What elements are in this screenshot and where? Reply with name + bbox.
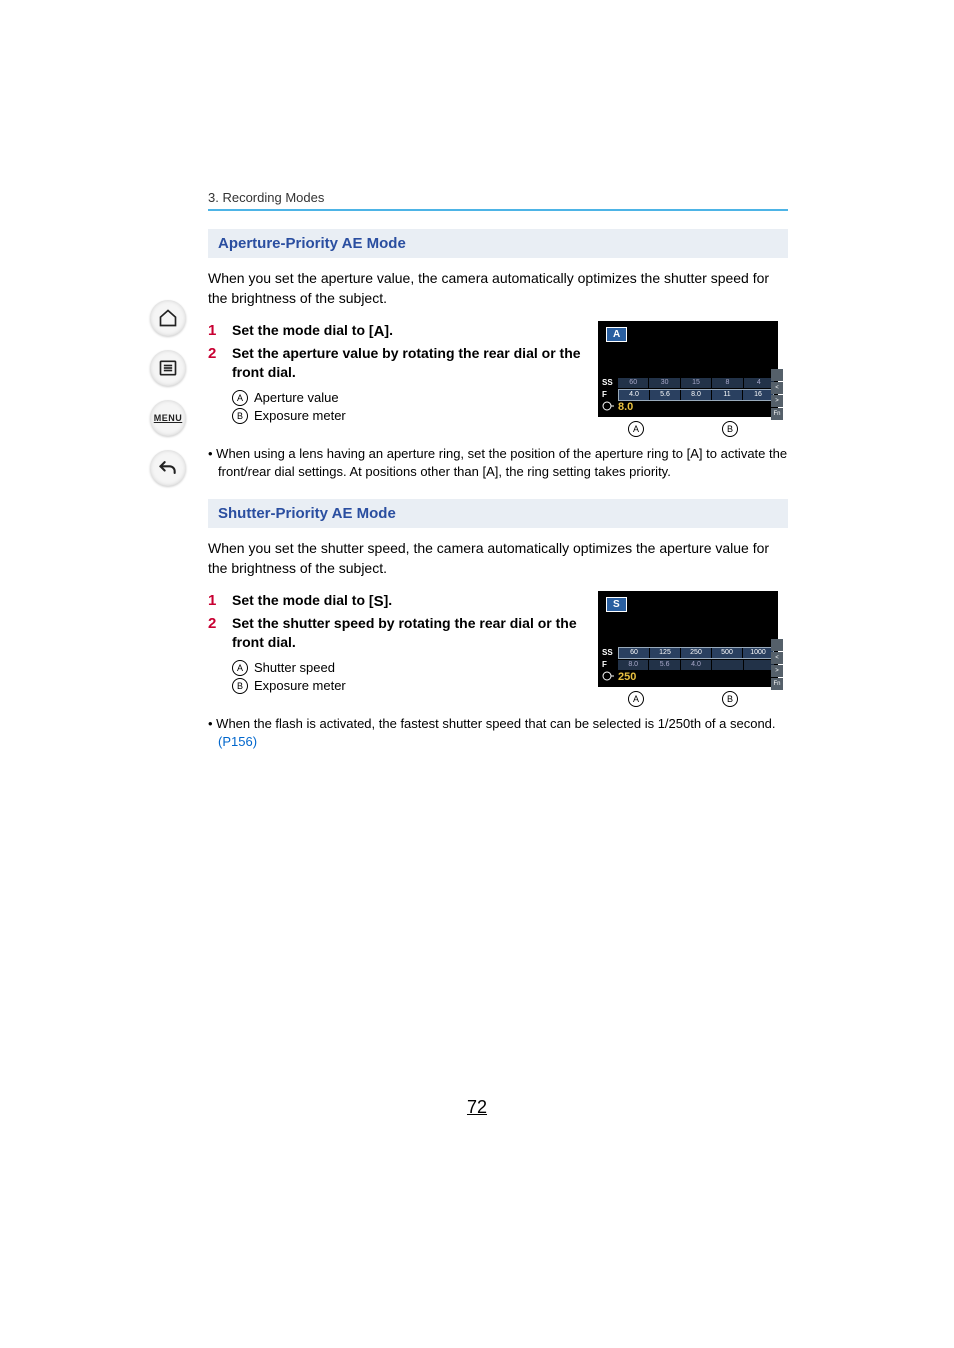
sub-a-text-s: Shutter speed <box>254 660 335 675</box>
f-cell <box>744 660 774 670</box>
right-tab <box>771 639 783 651</box>
right-tab: > <box>771 665 783 677</box>
right-tab: Fn <box>771 678 783 690</box>
callout-b-s: B <box>722 691 738 707</box>
section-title-aperture: Aperture-Priority AE Mode <box>208 229 788 258</box>
f-cell <box>712 660 742 670</box>
menu-icon[interactable]: MENU <box>150 400 186 436</box>
page-number[interactable]: 72 <box>0 1097 954 1118</box>
mode-letter-a: A <box>374 323 385 340</box>
right-tab: < <box>771 382 783 394</box>
sub-a-text: Aperture value <box>254 390 339 405</box>
shutter-note: When the flash is activated, the fastest… <box>208 715 788 751</box>
sidebar-nav: MENU <box>150 300 190 500</box>
callout-a-s: A <box>628 691 644 707</box>
aperture-step-1: Set the mode dial to [A]. <box>208 321 584 342</box>
shutter-figure: S < > Fn SS 60 125 250 <box>598 591 778 687</box>
ss-cell: 4 <box>744 378 774 388</box>
step1-pre-s: Set the mode dial to [ <box>232 592 374 608</box>
f-cell: 5.6 <box>650 390 680 400</box>
right-tab: > <box>771 395 783 407</box>
step1-post: ]. <box>384 322 393 338</box>
ss-cell: 1000 <box>743 648 773 658</box>
f-cell: 4.0 <box>681 660 711 670</box>
shutter-sub-b: B Exposure meter <box>232 678 584 694</box>
f-cell: 8.0 <box>618 660 648 670</box>
figure-callouts: A B <box>598 421 778 437</box>
shutter-note-link[interactable]: (P156) <box>218 734 257 749</box>
mode-letter-s: S <box>374 593 384 610</box>
shutter-step-1: Set the mode dial to [S]. <box>208 591 584 612</box>
circled-b-s: B <box>232 678 248 694</box>
shutter-sub-a: A Shutter speed <box>232 660 584 676</box>
ss-cell: 500 <box>712 648 742 658</box>
ss-cell: 8 <box>712 378 742 388</box>
aperture-step-2: Set the aperture value by rotating the r… <box>208 344 584 382</box>
shutter-step-2: Set the shutter speed by rotating the re… <box>208 614 584 652</box>
breadcrumb: 3. Recording Modes <box>208 190 788 211</box>
circled-b: B <box>232 408 248 424</box>
home-icon[interactable] <box>150 300 186 336</box>
right-tab: < <box>771 652 783 664</box>
f-cell: 4.0 <box>619 390 649 400</box>
f-cell: 16 <box>743 390 773 400</box>
mode-badge-s: S <box>606 597 627 612</box>
circled-a: A <box>232 390 248 406</box>
circled-a-s: A <box>232 660 248 676</box>
right-tabs-s: < > Fn <box>771 639 783 690</box>
shutter-note-text: When the flash is activated, the fastest… <box>216 716 775 731</box>
step1-post-s: ]. <box>384 592 393 608</box>
f-label-s: F <box>602 660 618 669</box>
back-icon[interactable] <box>150 450 186 486</box>
ss-cell: 250 <box>681 648 711 658</box>
shutter-readout: 250 <box>618 671 636 683</box>
ss-label-s: SS <box>602 648 618 657</box>
ss-cell: 60 <box>619 648 649 658</box>
toc-icon[interactable] <box>150 350 186 386</box>
shutter-intro: When you set the shutter speed, the came… <box>208 538 788 579</box>
f-cell: 8.0 <box>681 390 711 400</box>
aperture-sub-b: B Exposure meter <box>232 408 584 424</box>
f-cell: 11 <box>712 390 742 400</box>
sub-b-text: Exposure meter <box>254 408 346 423</box>
mode-badge-a: A <box>606 327 627 342</box>
aperture-note: When using a lens having an aperture rin… <box>208 445 788 481</box>
aperture-sub-a: A Aperture value <box>232 390 584 406</box>
callout-b: B <box>722 421 738 437</box>
aperture-readout: 8.0 <box>618 401 633 413</box>
f-cell: 5.6 <box>649 660 679 670</box>
f-label: F <box>602 390 618 399</box>
iso-icon <box>602 401 618 413</box>
sub-b-text-s: Exposure meter <box>254 678 346 693</box>
aperture-intro: When you set the aperture value, the cam… <box>208 268 788 309</box>
right-tabs: < > Fn <box>771 369 783 420</box>
ss-cell: 30 <box>649 378 679 388</box>
right-tab: Fn <box>771 408 783 420</box>
ss-cell: 15 <box>681 378 711 388</box>
ss-cell: 60 <box>618 378 648 388</box>
iso-icon-s <box>602 671 618 683</box>
step1-pre: Set the mode dial to [ <box>232 322 374 338</box>
ss-label: SS <box>602 378 618 387</box>
figure-callouts-s: A B <box>598 691 778 707</box>
aperture-figure: A < > Fn SS 60 30 15 <box>598 321 778 417</box>
right-tab <box>771 369 783 381</box>
ss-cell: 125 <box>650 648 680 658</box>
callout-a: A <box>628 421 644 437</box>
section-title-shutter: Shutter-Priority AE Mode <box>208 499 788 528</box>
menu-label: MENU <box>154 413 183 423</box>
